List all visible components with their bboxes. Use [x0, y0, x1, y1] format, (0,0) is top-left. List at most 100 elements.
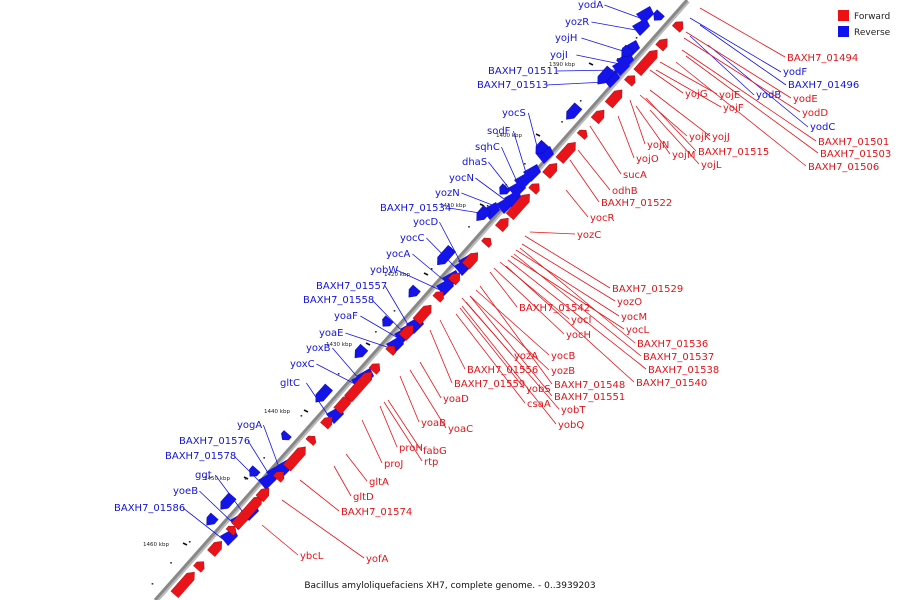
forward-gene-glyph[interactable] [368, 363, 381, 375]
forward-gene-glyph[interactable] [170, 571, 195, 599]
gene-label-BAXH7_01542[interactable]: BAXH7_01542 [519, 303, 590, 314]
gene-label-BAXH7_01534[interactable]: BAXH7_01534 [380, 203, 451, 214]
gene-label-yozA[interactable]: yozA [514, 351, 538, 362]
gene-label-yodB[interactable]: yodB [756, 90, 781, 101]
gene-label-gltC[interactable]: gltC [280, 378, 300, 389]
gene-label-yojK[interactable]: yojK [689, 132, 711, 143]
gene-BAXH7_01578[interactable] [258, 472, 276, 490]
gene-label-yojI[interactable]: yojI [550, 50, 568, 61]
forward-gene-glyph[interactable] [542, 163, 558, 179]
forward-gene-glyph[interactable] [481, 237, 492, 248]
gene-label-yojN[interactable]: yojN [647, 140, 669, 151]
forward-gene-glyph[interactable] [495, 217, 509, 233]
forward-gene-glyph[interactable] [655, 38, 668, 52]
reverse-gene-glyph[interactable] [408, 284, 421, 298]
gene-label-yoaC[interactable]: yoaC [448, 424, 473, 435]
gene-label-sqhC[interactable]: sqhC [475, 142, 500, 153]
gene-label-BAXH7_01551[interactable]: BAXH7_01551 [554, 392, 625, 403]
forward-gene-glyph[interactable] [671, 21, 684, 33]
reverse-gene-glyph[interactable] [315, 383, 333, 403]
gene-label-yoxB[interactable]: yoxB [306, 343, 331, 354]
gene-label-yoaD[interactable]: yoaD [443, 394, 469, 405]
reverse-gene-glyph[interactable] [597, 65, 615, 85]
gene-label-gltD[interactable]: gltD [353, 492, 374, 503]
gene-label-yodD[interactable]: yodD [802, 108, 828, 119]
forward-gene-glyph[interactable] [225, 525, 237, 536]
gene-label-BAXH7_01556[interactable]: BAXH7_01556 [467, 365, 538, 376]
gene-label-rtp[interactable]: rtp [424, 457, 438, 468]
gene-label-BAXH7_01515[interactable]: BAXH7_01515 [698, 147, 769, 158]
gene-label-gltA[interactable]: gltA [369, 477, 389, 488]
forward-gene-glyph[interactable] [412, 304, 432, 326]
gene-label-yofA[interactable]: yofA [366, 554, 389, 565]
forward-gene-glyph[interactable] [385, 345, 396, 356]
gene-yocS[interactable] [536, 146, 554, 164]
gene-label-yobQ[interactable]: yobQ [558, 420, 584, 431]
gene-label-yojH[interactable]: yojH [555, 33, 577, 44]
gene-label-yojO[interactable]: yojO [636, 154, 659, 165]
gene-label-yocB[interactable]: yocB [551, 351, 576, 362]
reverse-gene-glyph[interactable] [535, 139, 550, 155]
gene-label-BAXH7_01501[interactable]: BAXH7_01501 [818, 137, 889, 148]
gene-label-yoeB[interactable]: yoeB [173, 486, 198, 497]
gene-label-yoxC[interactable]: yoxC [290, 359, 315, 370]
forward-gene-glyph[interactable] [624, 75, 636, 87]
gene-label-BAXH7_01503[interactable]: BAXH7_01503 [820, 149, 891, 160]
forward-gene-glyph[interactable] [320, 416, 333, 430]
gene-label-yoaF[interactable]: yoaF [334, 311, 358, 322]
gene-label-BAXH7_01538[interactable]: BAXH7_01538 [648, 365, 719, 376]
forward-gene-glyph[interactable] [255, 487, 270, 503]
gene-label-yodC[interactable]: yodC [810, 122, 835, 133]
gene-label-yozB[interactable]: yozB [551, 366, 575, 377]
gene-label-BAXH7_01586[interactable]: BAXH7_01586 [114, 503, 185, 514]
gene-label-proJ[interactable]: proJ [384, 459, 403, 470]
gene-label-dhaS[interactable]: dhaS [462, 157, 487, 168]
gene-label-BAXH7_01576[interactable]: BAXH7_01576 [179, 436, 250, 447]
forward-gene-glyph[interactable] [505, 193, 530, 221]
forward-gene-glyph[interactable] [447, 272, 461, 286]
gene-label-yoaB[interactable]: yoaB [421, 418, 446, 429]
gene-yozN[interactable] [496, 196, 514, 214]
gene-label-yozN[interactable]: yozN [435, 188, 460, 199]
forward-gene-glyph[interactable] [555, 142, 576, 164]
forward-gene-glyph[interactable] [528, 183, 540, 195]
gene-label-ybcL[interactable]: ybcL [300, 551, 324, 562]
gene-label-BAXH7_01537[interactable]: BAXH7_01537 [643, 352, 714, 363]
gene-label-yocA[interactable]: yocA [386, 249, 411, 260]
gene-label-yocD[interactable]: yocD [413, 217, 439, 228]
gene-label-yocC[interactable]: yocC [400, 233, 425, 244]
gene-yobW[interactable] [436, 278, 454, 296]
gene-label-BAXH7_01496[interactable]: BAXH7_01496 [788, 80, 859, 91]
forward-gene-glyph[interactable] [272, 471, 285, 483]
gene-label-proH[interactable]: proH [399, 443, 423, 454]
forward-gene-glyph[interactable] [282, 446, 306, 472]
reverse-gene-glyph[interactable] [566, 102, 583, 120]
gene-label-BAXH7_01511[interactable]: BAXH7_01511 [488, 66, 559, 77]
gene-label-yocR[interactable]: yocR [590, 213, 615, 224]
gene-label-yocN[interactable]: yocN [449, 173, 474, 184]
reverse-gene-glyph[interactable] [653, 9, 665, 21]
gene-label-yozC[interactable]: yozC [577, 230, 601, 241]
gene-yozR[interactable] [632, 18, 650, 36]
forward-gene-glyph[interactable] [193, 561, 205, 573]
gene-label-BAXH7_01574[interactable]: BAXH7_01574 [341, 507, 412, 518]
gene-label-yocS[interactable]: yocS [502, 108, 526, 119]
reverse-gene-glyph[interactable] [621, 44, 634, 58]
reverse-gene-glyph[interactable] [220, 492, 237, 510]
gene-label-BAXH7_01540[interactable]: BAXH7_01540 [636, 378, 707, 389]
gene-label-yobS[interactable]: yobS [526, 384, 551, 395]
gene-label-BAXH7_01506[interactable]: BAXH7_01506 [808, 162, 879, 173]
gene-label-sucA[interactable]: sucA [623, 170, 647, 181]
reverse-gene-glyph[interactable] [499, 183, 511, 195]
forward-gene-glyph[interactable] [432, 291, 444, 303]
forward-gene-glyph[interactable] [461, 252, 479, 270]
gene-label-yozO[interactable]: yozO [617, 297, 642, 308]
gene-label-yojG[interactable]: yojG [685, 89, 708, 100]
reverse-gene-glyph[interactable] [437, 244, 456, 266]
gene-label-yocI[interactable]: yocI [571, 315, 591, 326]
gene-label-csaA[interactable]: csaA [527, 399, 551, 410]
forward-gene-glyph[interactable] [344, 371, 373, 403]
gene-label-BAXH7_01529[interactable]: BAXH7_01529 [612, 284, 683, 295]
forward-gene-glyph[interactable] [398, 325, 414, 341]
gene-label-yogA[interactable]: yogA [237, 420, 262, 431]
